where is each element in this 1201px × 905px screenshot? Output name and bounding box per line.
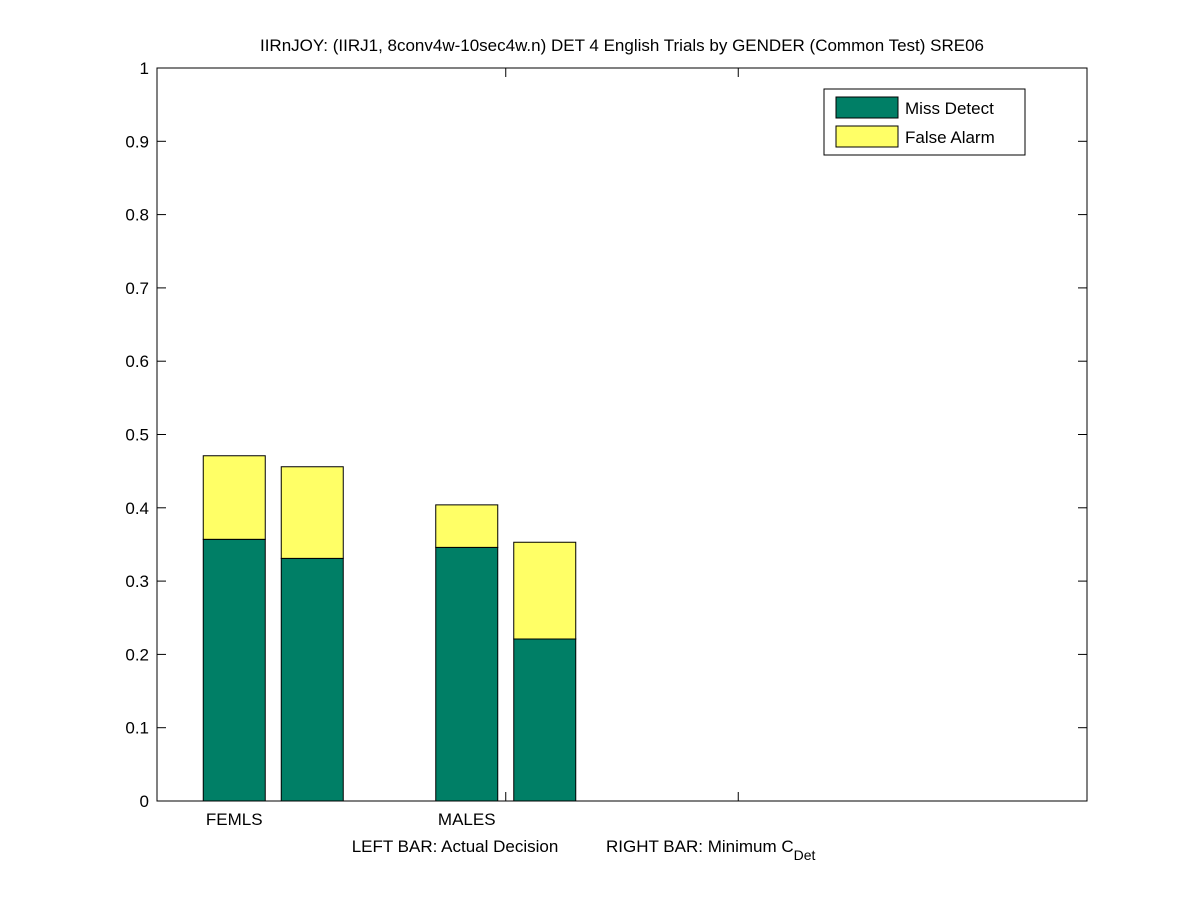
x-axis-label-left: LEFT BAR: Actual Decision bbox=[352, 837, 559, 856]
y-tick-label-1: 0.1 bbox=[125, 719, 149, 738]
x-axis-label-right: RIGHT BAR: Minimum CDet bbox=[606, 837, 816, 863]
y-tick-label-4: 0.4 bbox=[125, 499, 149, 518]
bar-miss-detect-femls-left bbox=[202, 538, 266, 802]
legend-label-false-alarm: False Alarm bbox=[905, 128, 995, 147]
legend-swatch-miss-detect bbox=[835, 96, 899, 119]
y-tick-label-0: 0 bbox=[140, 792, 149, 811]
x-category-label-femls: FEMLS bbox=[206, 810, 263, 829]
y-tick-label-2: 0.2 bbox=[125, 645, 149, 664]
bars-group bbox=[202, 455, 577, 802]
bar-false-alarm-femls-left bbox=[202, 455, 266, 540]
y-tick-label-7: 0.7 bbox=[125, 279, 149, 298]
bar-false-alarm-males-left bbox=[435, 504, 499, 548]
x-axis-label: LEFT BAR: Actual Decision RIGHT BAR: Min… bbox=[352, 837, 816, 863]
ticks-group: 0 0.1 0.2 0.3 0.4 0.5 0.6 0.7 0.8 0.9 1 FEMLS MALES bbox=[125, 59, 1087, 829]
y-tick-label-9: 0.9 bbox=[125, 132, 149, 151]
bar-miss-detect-males-left bbox=[435, 546, 499, 802]
x-axis-label-right-subscript: Det bbox=[794, 847, 816, 863]
bar-miss-detect-femls-right bbox=[280, 557, 344, 802]
y-tick-label-5: 0.5 bbox=[125, 426, 149, 445]
bar-false-alarm-femls-right bbox=[280, 466, 344, 559]
y-tick-label-10: 1 bbox=[140, 59, 149, 78]
legend: Miss Detect False Alarm bbox=[823, 88, 1026, 156]
bar-false-alarm-males-right bbox=[513, 541, 577, 640]
y-tick-label-6: 0.6 bbox=[125, 352, 149, 371]
x-axis-label-right-main: RIGHT BAR: Minimum C bbox=[606, 837, 794, 856]
y-tick-label-3: 0.3 bbox=[125, 572, 149, 591]
y-tick-label-8: 0.8 bbox=[125, 206, 149, 225]
x-category-label-males: MALES bbox=[438, 810, 496, 829]
chart-title: IIRnJOY: (IIRJ1, 8conv4w-10sec4w.n) DET … bbox=[260, 36, 984, 55]
legend-swatch-false-alarm bbox=[835, 125, 899, 148]
bar-miss-detect-males-right bbox=[513, 638, 577, 802]
legend-label-miss-detect: Miss Detect bbox=[905, 99, 994, 118]
